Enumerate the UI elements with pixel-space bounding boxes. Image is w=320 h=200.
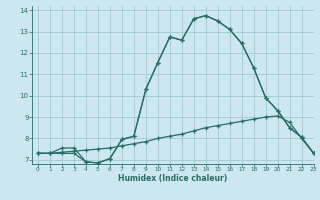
X-axis label: Humidex (Indice chaleur): Humidex (Indice chaleur) (118, 174, 228, 183)
